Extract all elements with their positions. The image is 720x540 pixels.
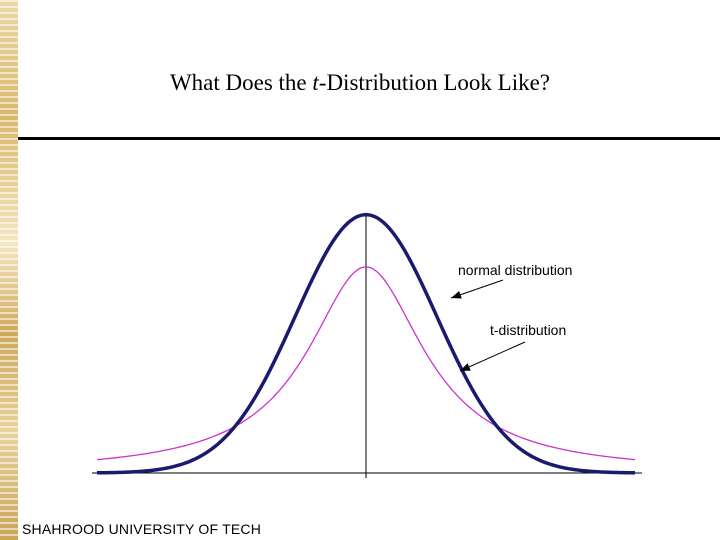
- slide-title: What Does the t-Distribution Look Like?: [169, 70, 551, 95]
- arrow-t-distribution: [459, 341, 526, 372]
- series-line-t-distribution: [96, 266, 636, 461]
- label-t-distribution: t-distribution: [490, 322, 566, 338]
- decorative-side-strip: [0, 0, 18, 540]
- arrowhead-normal-distribution: [451, 290, 462, 299]
- title-divider: [18, 137, 720, 140]
- footer-institution: SHAHROOD UNIVERSITY OF TECH: [22, 521, 262, 537]
- series-line-normal-distribution: [96, 212, 636, 475]
- arrowhead-t-distribution: [460, 363, 471, 371]
- label-normal-distribution: normal distribution: [458, 262, 572, 278]
